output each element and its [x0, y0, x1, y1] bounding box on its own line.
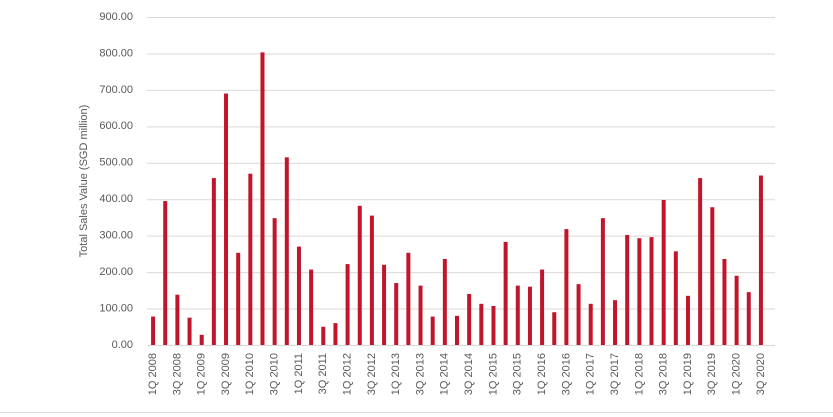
x-tick-label: 3Q 2019: [706, 353, 718, 395]
bar: [467, 293, 472, 345]
x-tick-label: 3Q 2011: [317, 353, 329, 394]
bar: [613, 300, 618, 345]
x-tick-label: 3Q 2013: [414, 353, 426, 395]
x-tick-label: 1Q 2014: [439, 353, 451, 395]
x-tick-label: 1Q 2013: [390, 353, 402, 395]
x-tick-label: 1Q 2009: [196, 353, 208, 395]
bar: [151, 316, 156, 345]
bar: [637, 238, 642, 345]
bar: [418, 285, 423, 345]
bar: [588, 303, 593, 345]
bar: [491, 306, 496, 345]
x-tick-label: 3Q 2015: [512, 353, 524, 395]
bar: [527, 286, 532, 345]
bar: [564, 229, 569, 345]
bar: [673, 251, 678, 345]
bar: [163, 201, 168, 345]
x-tick-label: 1Q 2019: [682, 353, 694, 395]
bar: [333, 323, 338, 345]
x-tick-label: 3Q 2020: [755, 353, 767, 395]
x-tick-label: 3Q 2008: [171, 353, 183, 395]
y-tick-label: 200.00: [99, 266, 133, 278]
x-tick-label: 3Q 2012: [366, 353, 378, 395]
bar: [260, 52, 265, 346]
bar: [710, 207, 715, 345]
bar: [758, 175, 763, 345]
bar: [357, 205, 362, 345]
bar: [236, 252, 241, 345]
bar: [649, 237, 654, 345]
x-tick-label: 1Q 2008: [147, 353, 159, 395]
bar: [661, 199, 666, 345]
y-tick-label: 300.00: [99, 230, 133, 242]
y-tick-label: 400.00: [99, 193, 133, 205]
bar: [272, 218, 277, 345]
y-tick-label: 800.00: [99, 47, 133, 59]
bar: [746, 292, 751, 345]
bar: [199, 334, 204, 345]
bar: [552, 312, 557, 345]
bar: [369, 215, 374, 345]
bar: [455, 315, 459, 345]
bar: [625, 234, 630, 345]
bar: [187, 317, 192, 345]
bar: [296, 246, 301, 345]
bar: [406, 252, 411, 345]
x-tick-label: 3Q 2009: [220, 353, 232, 395]
x-tick-label: 3Q 2010: [269, 353, 281, 395]
bar: [248, 173, 253, 345]
x-tick-label: 3Q 2014: [463, 353, 475, 395]
y-tick-label: 900.00: [99, 11, 133, 23]
bar: [734, 275, 739, 345]
x-tick-label: 1Q 2011: [293, 353, 305, 394]
bar: [479, 303, 484, 345]
bar: [284, 157, 289, 345]
bar: [698, 178, 703, 345]
bar: [394, 283, 399, 345]
bar: [321, 326, 326, 345]
y-axis-label: Total Sales Value (SGD million): [78, 105, 90, 258]
y-tick-label: 500.00: [99, 157, 133, 169]
x-tick-label: 3Q 2017: [609, 353, 621, 395]
x-tick-label: 1Q 2012: [341, 353, 353, 395]
y-tick-label: 100.00: [99, 302, 133, 314]
bar: [722, 258, 727, 345]
bar: [515, 285, 520, 345]
y-tick-label: 600.00: [99, 120, 133, 132]
x-tick-label: 3Q 2018: [658, 353, 670, 395]
y-tick-label: 700.00: [99, 84, 133, 96]
bar: [224, 93, 229, 346]
bar: [175, 294, 180, 345]
x-tick-label: 1Q 2010: [244, 353, 256, 395]
x-tick-label: 1Q 2018: [633, 353, 645, 395]
x-tick-label: 1Q 2015: [487, 353, 499, 395]
bar: [503, 241, 508, 345]
bar: [382, 264, 387, 345]
bar: [430, 316, 435, 345]
y-tick-label: 0.00: [112, 339, 133, 351]
x-tick-label: 1Q 2020: [731, 353, 743, 395]
bar: [576, 284, 581, 345]
bar: [211, 178, 216, 345]
bar: [685, 295, 690, 345]
bar: [345, 264, 350, 345]
bar: [600, 218, 605, 345]
x-tick-label: 3Q 2016: [560, 353, 572, 395]
x-tick-label: 1Q 2016: [536, 353, 548, 395]
bar: [540, 269, 545, 345]
bar: [309, 269, 314, 345]
bar: [442, 258, 447, 345]
x-tick-label: 1Q 2017: [585, 353, 597, 395]
